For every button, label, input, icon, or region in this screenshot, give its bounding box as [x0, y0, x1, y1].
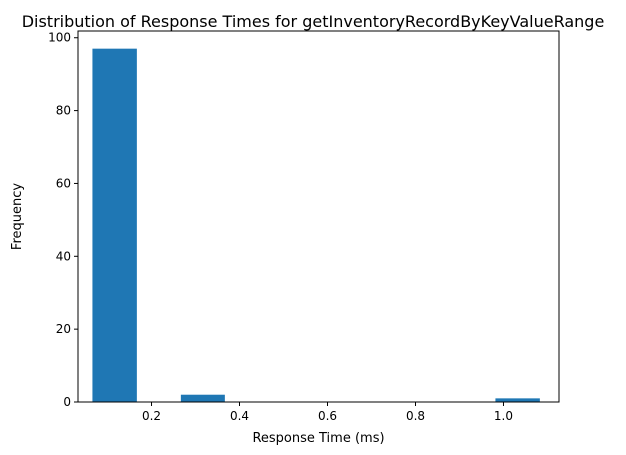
x-tick-label: 0.4 [230, 409, 249, 423]
x-tick-label: 0.2 [142, 409, 161, 423]
y-tick-label: 60 [56, 176, 71, 190]
y-axis-label: Frequency [10, 183, 25, 250]
y-tick-label: 80 [56, 104, 71, 118]
y-tick-label: 20 [56, 322, 71, 336]
y-tick-label: 40 [56, 249, 71, 263]
histogram-bar-2 [180, 394, 225, 402]
histogram-bar-1 [92, 48, 137, 403]
chart-title: Distribution of Response Times for getIn… [22, 12, 605, 31]
bars-group [92, 48, 540, 403]
x-tick-label: 1.0 [494, 409, 513, 423]
x-tick-label: 0.8 [406, 409, 425, 423]
y-tick-label: 0 [63, 395, 71, 409]
x-axis-label: Response Time (ms) [252, 431, 384, 446]
x-axis-ticks: 0.2 0.4 0.6 0.8 1.0 [142, 402, 513, 423]
y-tick-label: 100 [48, 31, 71, 45]
y-axis-ticks: 0 20 40 60 80 100 [48, 31, 78, 409]
histogram-bar-3 [495, 398, 540, 402]
x-tick-label: 0.6 [318, 409, 337, 423]
plot-frame [77, 30, 560, 403]
